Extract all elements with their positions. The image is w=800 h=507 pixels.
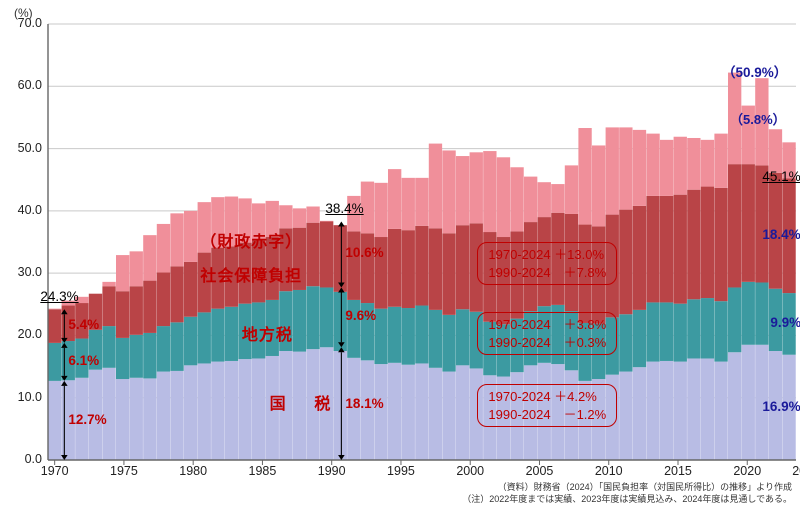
x-tick-label: 2010 — [595, 464, 623, 478]
annot-1970-local: 6.1% — [68, 353, 99, 368]
x-tick-label: 2005 — [526, 464, 554, 478]
x-tick-label: 1980 — [179, 464, 207, 478]
annot-peak-delta: （5.8%） — [730, 109, 786, 128]
annot-2024-ss: 18.4% — [762, 227, 800, 242]
annot-peak-top: （50.9%） — [722, 61, 787, 81]
y-tick-label: 40.0 — [6, 203, 42, 217]
label-local: 地方税 — [242, 321, 293, 345]
annot-2024-nat: 16.9% — [762, 399, 800, 414]
annot-1970-nat: 12.7% — [68, 412, 106, 427]
x-tick-label: 1970 — [41, 464, 69, 478]
label-ss: 社会保障負担 — [200, 262, 302, 286]
x-tick-label: 1985 — [249, 464, 277, 478]
y-tick-label: 30.0 — [6, 265, 42, 279]
y-axis-unit: (%) — [14, 6, 33, 20]
annot-1990-local: 9.6% — [345, 308, 376, 323]
change-box-national: 1970-2024 ＋4.2%1990-2024 －1.2% — [477, 384, 617, 427]
y-tick-label: 0.0 — [6, 452, 42, 466]
change-box-ss: 1970-2024 ＋13.0%1990-2024 ＋7.8% — [477, 242, 617, 285]
annot-1970-total: 24.3% — [40, 289, 78, 304]
footnote-source: （資料）財務省（2024）「国民負担率（対国民所得比）の推移」より作成 — [498, 482, 792, 494]
x-tick-label: 1995 — [387, 464, 415, 478]
x-tick-label: 202 — [792, 464, 800, 478]
annot-1970-ss: 5.4% — [68, 317, 99, 332]
annot-2024-local: 9.9% — [770, 315, 800, 330]
x-tick-label: 1990 — [318, 464, 346, 478]
annot-1990-total: 38.4% — [325, 201, 363, 216]
y-tick-label: 60.0 — [6, 78, 42, 92]
annot-2024-total-line: 45.1% — [762, 169, 800, 184]
x-tick-label: 2000 — [456, 464, 484, 478]
x-tick-label: 2020 — [733, 464, 761, 478]
plot-svg — [0, 0, 800, 507]
x-tick-label: 2015 — [664, 464, 692, 478]
y-tick-label: 20.0 — [6, 327, 42, 341]
chart-container: 0.010.020.030.040.050.060.070.0197019751… — [0, 0, 800, 507]
footnote-note: （注）2022年度までは実績、2023年度は実績見込み、2024年度は見通しであ… — [462, 494, 792, 506]
label-national: 国 税 — [270, 390, 337, 414]
label-deficit: （財政赤字） — [200, 228, 302, 252]
annot-1990-nat: 18.1% — [345, 396, 383, 411]
annot-1990-ss: 10.6% — [345, 245, 383, 260]
y-tick-label: 50.0 — [6, 141, 42, 155]
x-tick-label: 1975 — [110, 464, 138, 478]
change-box-local: 1970-2024 ＋3.8%1990-2024 ＋0.3% — [477, 312, 617, 355]
y-tick-label: 10.0 — [6, 390, 42, 404]
